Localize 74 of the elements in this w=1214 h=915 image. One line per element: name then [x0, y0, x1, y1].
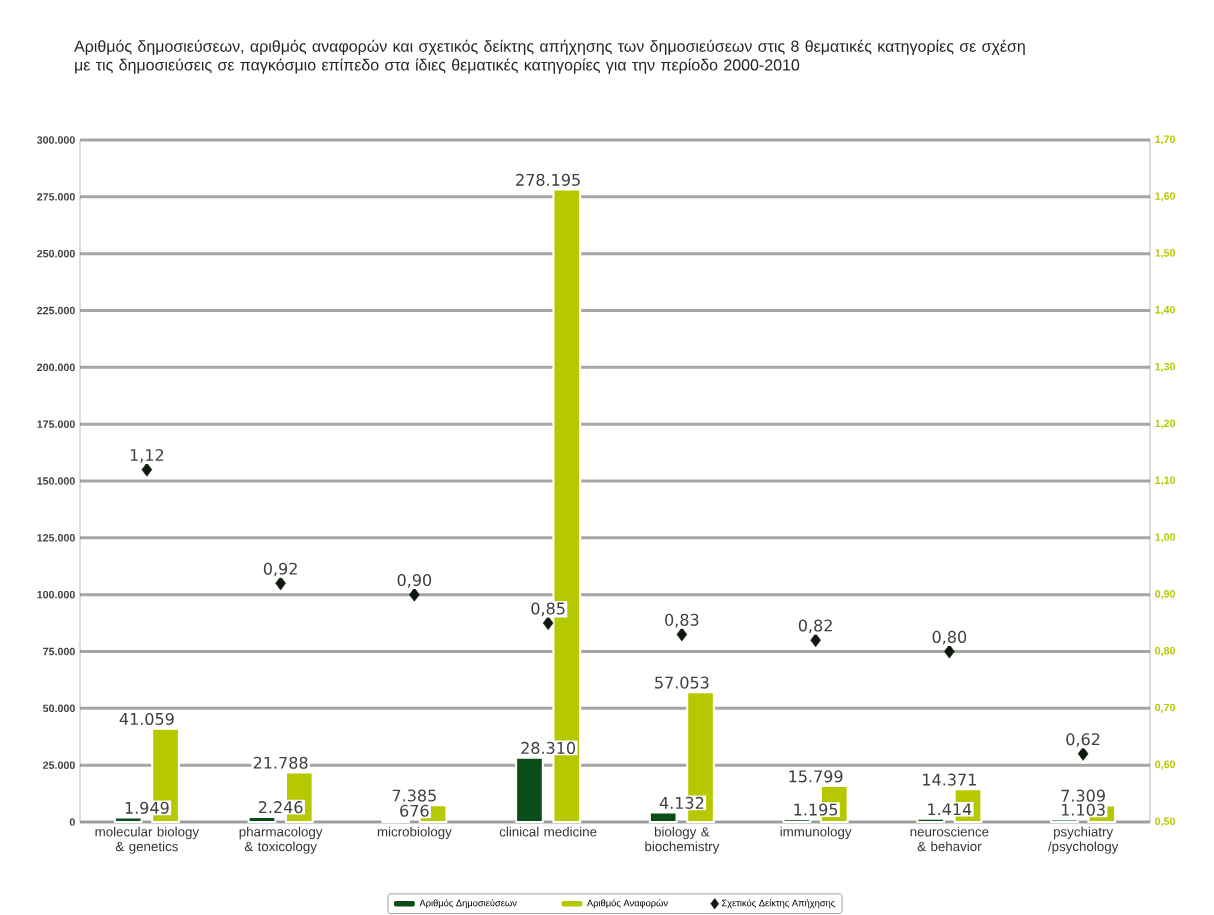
point [542, 616, 554, 631]
y2-tick-label: 0,90 [1155, 590, 1176, 600]
legend-label: Αριθμός Δημοσιεύσεων [419, 899, 517, 909]
data-label: 1.195 [794, 803, 838, 816]
y-tick-label: 125.000 [37, 534, 75, 542]
data-label: 676 [400, 804, 429, 817]
point [676, 627, 688, 642]
y2-tick-label: 0,70 [1155, 703, 1176, 713]
point [409, 587, 420, 602]
y2-tick-label: 1,30 [1155, 362, 1176, 372]
data-label: 7.309 [1061, 789, 1105, 802]
data-label: 0,80 [932, 630, 967, 645]
y2-tick-label: 1,20 [1155, 419, 1176, 429]
x-tick-label: immunology [780, 826, 852, 840]
y2-tick-label: 0,60 [1155, 760, 1176, 770]
data-label: 1.949 [125, 801, 169, 814]
data-label: 1.103 [1061, 803, 1105, 816]
point [810, 633, 821, 648]
x-tick-label: pharmacology & toxicology [239, 826, 323, 854]
point [141, 462, 153, 477]
data-label: 28.310 [521, 741, 576, 754]
x-tick-label: clinical medicine [499, 826, 597, 837]
data-label: 1.414 [928, 803, 972, 816]
point [1077, 746, 1089, 761]
y-tick-label: 0 [69, 818, 75, 826]
y-tick-label: 300.000 [36, 136, 75, 144]
y-tick-label: 175.000 [37, 420, 75, 428]
data-label: 7.385 [392, 789, 436, 802]
data-label: 0,92 [263, 562, 297, 577]
x-tick-label: molecular biology & genetics [95, 826, 200, 854]
data-label: 14.371 [923, 773, 976, 786]
y-tick-label: 225.000 [37, 306, 75, 315]
y2-tick-label: 1,70 [1155, 135, 1176, 145]
data-label: 21.788 [253, 756, 308, 769]
bar [648, 811, 678, 823]
x-tick-label: microbiology [377, 826, 452, 840]
y-tick-label: 25.000 [43, 761, 75, 769]
data-label: 1,12 [130, 448, 164, 463]
legend-label: Σχετικός Δείκτης Απήχησης [721, 899, 835, 909]
x-tick-label: psychiatry /psychology [1047, 826, 1119, 854]
y2-tick-label: 1,50 [1155, 249, 1176, 259]
data-label: 0,83 [665, 613, 699, 628]
y2-tick-label: 1,00 [1155, 533, 1176, 543]
chart-title: Αριθμός δημοσιεύσεων, αριθμός αναφορών και σχετικός δείκτης απήχησης των δημοσιεύσεων στις 8 θεματικές κατηγορίες σε σχέση με τις δημοσιεύσεις σε παγκόσμιο επίπεδο στα ίδιες θεματικές κατηγορίες για την περίοδο 2000-2010 [74, 39, 1025, 74]
point [275, 576, 286, 591]
data-label: 57.053 [655, 676, 709, 689]
data-label: 278.195 [516, 173, 580, 186]
bar [916, 817, 946, 823]
x-tick-label: neuroscience & behavior [910, 826, 989, 852]
y-tick-label: 100.000 [37, 590, 75, 599]
data-label: 2.246 [258, 801, 303, 814]
y-tick-label: 275.000 [37, 193, 75, 201]
data-label: 15.799 [789, 770, 843, 783]
point [944, 644, 955, 659]
data-label: 0,85 [531, 602, 565, 617]
data-label: 0,62 [1066, 733, 1100, 747]
y2-tick-label: 1,60 [1155, 192, 1176, 202]
data-label: 41.059 [119, 712, 174, 725]
data-label: 0,82 [798, 619, 832, 634]
y-tick-label: 200.000 [37, 363, 75, 372]
y2-tick-label: 1,40 [1155, 305, 1176, 316]
y-tick-label: 150.000 [37, 477, 75, 485]
y2-tick-label: 0,80 [1155, 646, 1176, 657]
y-tick-label: 50.000 [43, 704, 75, 713]
data-label: 4.132 [659, 796, 704, 809]
bar [515, 756, 544, 823]
data-label: 0,90 [397, 573, 432, 588]
y2-tick-label: 0,50 [1155, 817, 1176, 827]
bar [113, 816, 143, 823]
y-tick-label: 75.000 [43, 647, 75, 656]
y-tick-label: 250.000 [37, 249, 75, 258]
legend-label: Αριθμός Αναφορών [586, 899, 668, 909]
x-tick-label: biology & biochemistry [645, 826, 720, 854]
y2-tick-label: 1,10 [1155, 476, 1176, 486]
